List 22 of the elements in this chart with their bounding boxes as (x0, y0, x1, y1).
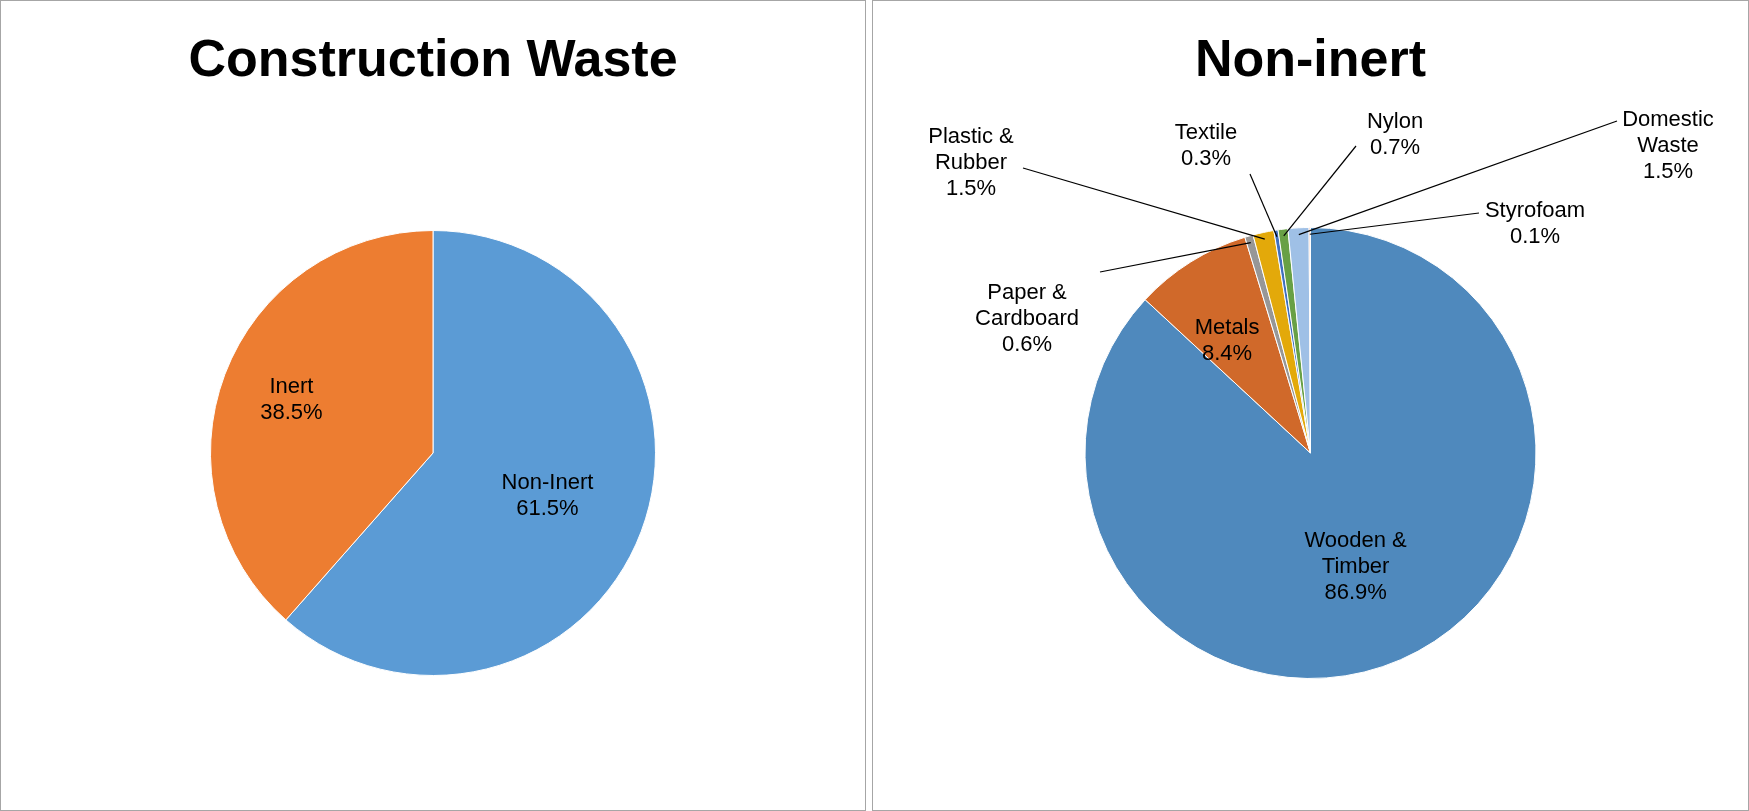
slice-label: Textile (1174, 119, 1238, 145)
slice-label: Wooden & Timber (1304, 526, 1408, 578)
data-label: 61.5% (516, 495, 579, 521)
slice-label: Paper & Cardboard (975, 279, 1079, 331)
slice-label: Non-Inert (501, 469, 594, 495)
chart-title: Construction Waste (188, 29, 678, 88)
data-label: 1.5% (945, 175, 997, 201)
slice-label: Plastic & Rubber (928, 123, 1015, 175)
slice-label: Styrofoam (1484, 197, 1586, 223)
data-label: 0.1% (1509, 223, 1561, 249)
data-label: 1.5% (1642, 158, 1694, 184)
slice-label: Nylon (1366, 108, 1424, 134)
data-label: 8.4% (1202, 339, 1253, 365)
data-label: 0.7% (1369, 134, 1421, 160)
slice-label: Inert (269, 372, 314, 398)
chart-title: Non-inert (1194, 29, 1427, 88)
data-label: 86.9% (1324, 578, 1387, 604)
data-label: 0.6% (1001, 331, 1053, 357)
slice-label: Metals (1194, 313, 1260, 339)
slice-label: Domestic Waste (1622, 106, 1714, 158)
data-label: 0.3% (1180, 145, 1232, 171)
data-label: 38.5% (260, 398, 323, 424)
